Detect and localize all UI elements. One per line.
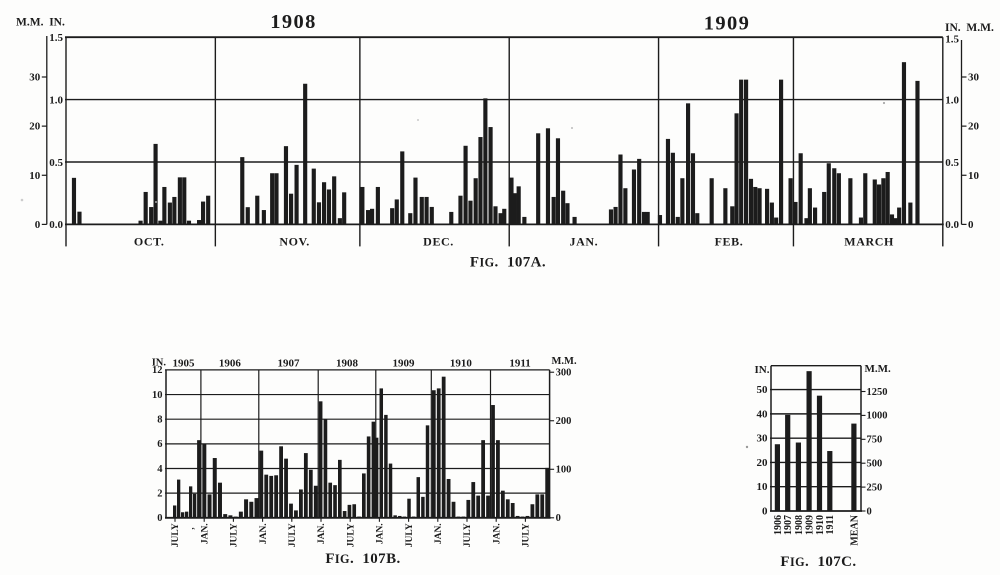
svg-text:FIG. 107A.: FIG. 107A. xyxy=(470,255,546,271)
svg-text:JAN.: JAN. xyxy=(376,523,386,544)
svg-text:0: 0 xyxy=(867,506,872,517)
svg-text:0: 0 xyxy=(762,506,768,518)
svg-text:1909: 1909 xyxy=(393,358,416,370)
svg-text:20: 20 xyxy=(968,121,980,133)
svg-text:FEB.: FEB. xyxy=(715,235,744,249)
svg-text:1.5: 1.5 xyxy=(945,34,959,46)
svg-text:NOV.: NOV. xyxy=(279,235,310,249)
svg-text:10: 10 xyxy=(757,481,769,493)
svg-text:JULY: JULY xyxy=(346,523,356,547)
svg-text:4: 4 xyxy=(157,464,163,475)
svg-text:10: 10 xyxy=(152,390,163,401)
svg-text:DEC.: DEC. xyxy=(423,235,454,249)
svg-text:200: 200 xyxy=(556,416,572,427)
svg-text:1.0: 1.0 xyxy=(945,94,959,106)
svg-text:1905: 1905 xyxy=(173,358,196,370)
svg-text:IN. M.M.: IN. M.M. xyxy=(945,22,994,34)
svg-text:0.5: 0.5 xyxy=(945,157,959,169)
svg-text:MEAN: MEAN xyxy=(849,514,860,545)
svg-text:10: 10 xyxy=(968,170,980,182)
svg-text:1906: 1906 xyxy=(219,358,242,370)
svg-text:1.0: 1.0 xyxy=(49,94,63,106)
svg-text:1909: 1909 xyxy=(704,13,751,35)
svg-text:OCT.: OCT. xyxy=(134,235,165,249)
svg-text:300: 300 xyxy=(556,368,572,379)
svg-text:8: 8 xyxy=(157,415,162,426)
svg-text:JAN.: JAN. xyxy=(492,523,502,544)
svg-text:JULY: JULY xyxy=(288,523,298,547)
svg-text:0.5: 0.5 xyxy=(49,157,63,169)
svg-text:12: 12 xyxy=(152,365,163,376)
svg-text:30: 30 xyxy=(29,72,41,84)
svg-text:,: , xyxy=(182,527,196,530)
svg-text:JULY: JULY xyxy=(405,523,415,547)
svg-text:JULY: JULY xyxy=(522,523,532,547)
svg-text:1907: 1907 xyxy=(783,515,794,535)
svg-text:20: 20 xyxy=(757,457,769,469)
svg-text:IN.: IN. xyxy=(755,364,770,376)
svg-text:500: 500 xyxy=(867,459,883,470)
svg-text:100: 100 xyxy=(556,465,572,476)
svg-text:2: 2 xyxy=(157,488,162,499)
svg-text:0.0: 0.0 xyxy=(945,219,959,231)
svg-text:1908: 1908 xyxy=(270,11,317,33)
svg-text:1908: 1908 xyxy=(794,515,805,535)
svg-text:30: 30 xyxy=(968,72,980,84)
svg-text:1.5: 1.5 xyxy=(49,32,63,44)
svg-text:0: 0 xyxy=(968,219,974,231)
svg-text:JAN.: JAN. xyxy=(317,523,327,544)
svg-text:30: 30 xyxy=(757,433,769,445)
svg-text:M.M. IN.: M.M. IN. xyxy=(16,17,65,29)
svg-text:JAN.: JAN. xyxy=(434,523,444,544)
svg-text:FIG. 107B.: FIG. 107B. xyxy=(325,551,400,567)
svg-text:1910: 1910 xyxy=(450,358,473,370)
svg-text:JULY: JULY xyxy=(171,523,181,547)
svg-text:1250: 1250 xyxy=(867,387,888,398)
svg-text:JULY: JULY xyxy=(463,523,473,547)
svg-text:JAN.: JAN. xyxy=(570,235,599,249)
svg-text:JULY: JULY xyxy=(230,523,240,547)
svg-text:10: 10 xyxy=(29,170,41,182)
svg-text:JAN.: JAN. xyxy=(200,523,210,544)
svg-text:0: 0 xyxy=(157,513,162,524)
svg-text:1911: 1911 xyxy=(825,515,836,534)
svg-text:0.0: 0.0 xyxy=(49,219,63,231)
svg-text:1907: 1907 xyxy=(278,358,301,370)
svg-text:M.M.: M.M. xyxy=(865,363,892,375)
svg-text:0: 0 xyxy=(556,513,561,524)
svg-text:1909: 1909 xyxy=(805,515,816,535)
svg-text:250: 250 xyxy=(867,482,883,493)
svg-text:FIG. 107C.: FIG. 107C. xyxy=(780,554,856,570)
svg-text:750: 750 xyxy=(867,435,883,446)
svg-text:M.M.: M.M. xyxy=(552,356,577,367)
svg-text:1910: 1910 xyxy=(815,515,826,535)
svg-text:50: 50 xyxy=(757,384,769,396)
svg-text:MARCH: MARCH xyxy=(844,235,894,249)
svg-text:IN.: IN. xyxy=(152,358,167,369)
svg-text:1908: 1908 xyxy=(336,358,359,370)
svg-text:0: 0 xyxy=(35,219,41,231)
svg-text:1911: 1911 xyxy=(509,358,530,370)
svg-text:1000: 1000 xyxy=(867,411,888,422)
svg-text:1906: 1906 xyxy=(773,515,784,535)
svg-text:6: 6 xyxy=(157,439,162,450)
svg-text:JAN.: JAN. xyxy=(259,523,269,544)
svg-text:40: 40 xyxy=(757,408,769,420)
svg-text:20: 20 xyxy=(29,121,41,133)
